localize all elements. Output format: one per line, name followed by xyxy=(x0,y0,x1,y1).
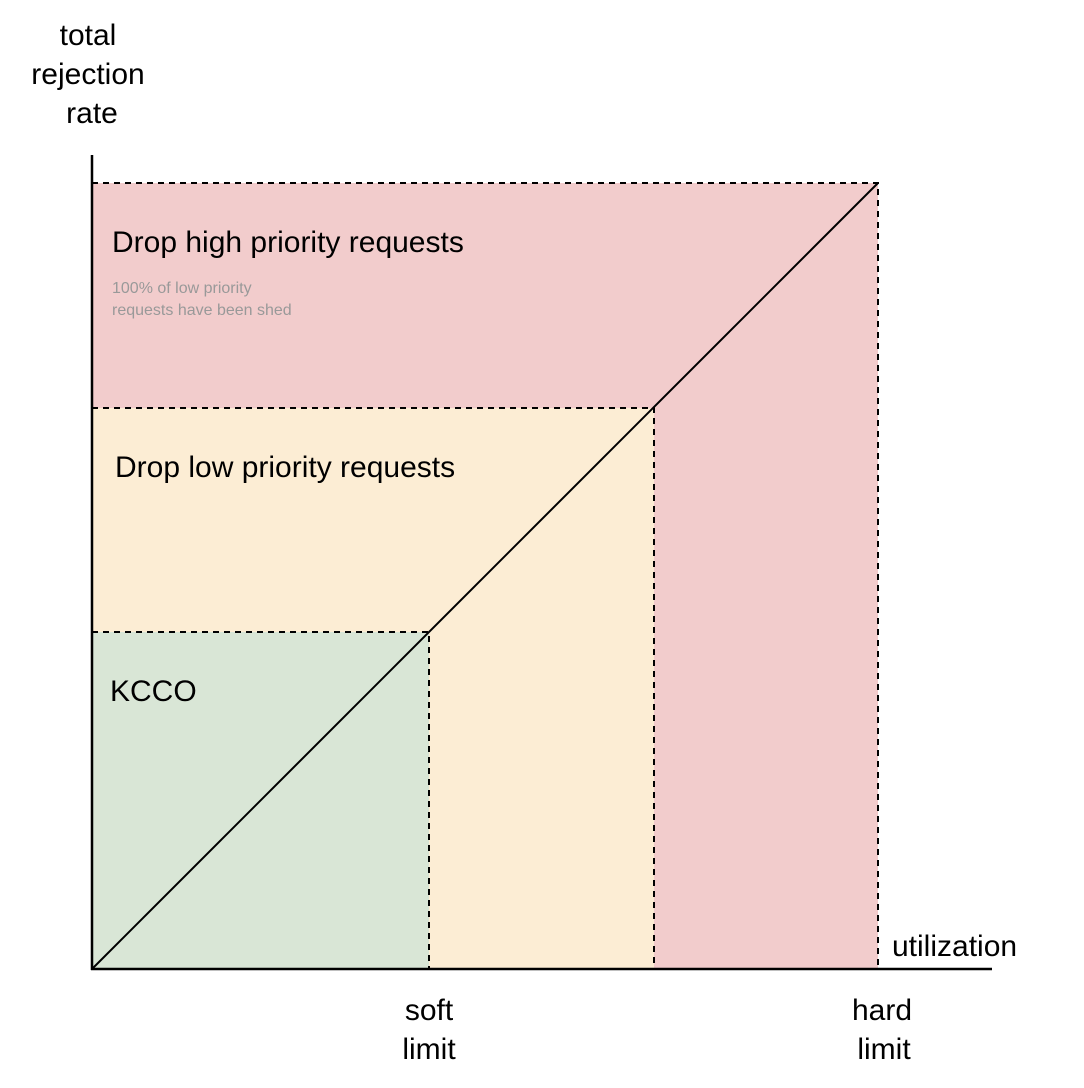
zone-kcco-border xyxy=(92,631,430,969)
hard-limit-label-line-2: limit xyxy=(857,1033,911,1066)
zone-high-priority-note-line-2: requests have been shed xyxy=(112,302,292,319)
hard-limit-label-line-1: hard xyxy=(852,994,912,1027)
soft-limit-label-line-1: soft xyxy=(405,994,454,1027)
x-axis-label: utilization xyxy=(892,930,1017,963)
y-axis-label-line-1: total xyxy=(60,19,117,52)
rejection-rate-line xyxy=(91,182,879,970)
zone-high-priority-title: Drop high priority requests xyxy=(112,226,464,259)
y-axis-label-line-3: rate xyxy=(66,97,118,130)
soft-limit-label-line-2: limit xyxy=(402,1033,456,1066)
zone-high-priority-note-line-1: 100% of low priority xyxy=(112,280,252,297)
zone-kcco-title: KCCO xyxy=(110,675,197,708)
y-axis-label-line-2: rejection xyxy=(31,58,144,91)
zone-low-priority-title: Drop low priority requests xyxy=(115,451,455,484)
